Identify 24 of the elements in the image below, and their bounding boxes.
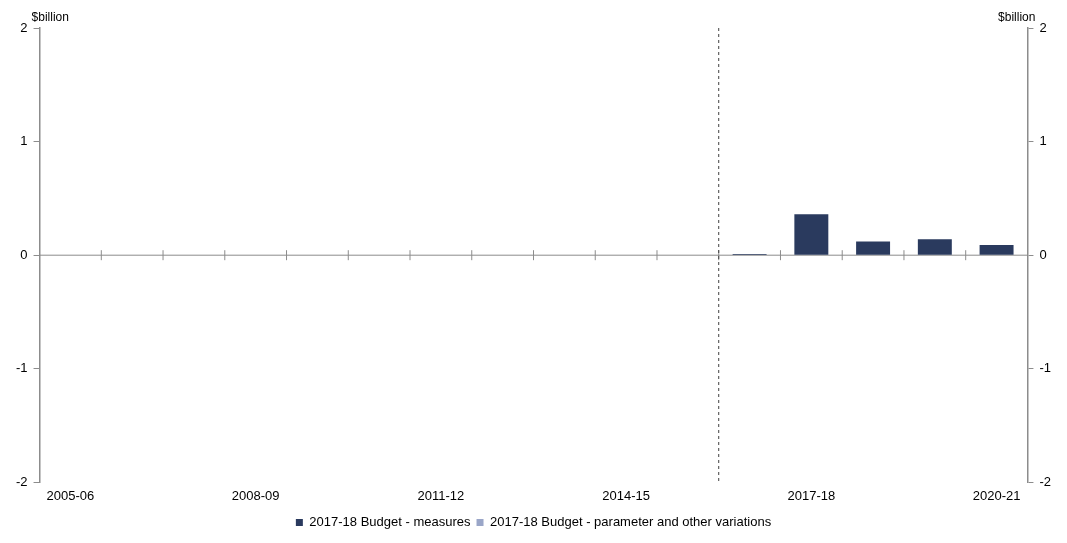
x-tick-label: 2014-15 bbox=[602, 487, 650, 503]
legend-label: 2017-18 Budget - measures bbox=[309, 514, 472, 530]
x-tick-label: 2005-06 bbox=[46, 487, 95, 503]
y-tick-label: 2 bbox=[20, 19, 28, 35]
bar bbox=[794, 214, 829, 255]
y2-tick-label: -1 bbox=[1039, 360, 1051, 376]
legend-label: 2017-18 Budget - parameter and other variations bbox=[490, 514, 772, 530]
x-tick-label: 2020-21 bbox=[972, 487, 1021, 503]
bar bbox=[917, 239, 952, 255]
y2-tick-label: 2 bbox=[1039, 19, 1047, 35]
bar bbox=[856, 241, 891, 255]
y-tick-label: -2 bbox=[16, 473, 28, 489]
y2-tick-label: 1 bbox=[1039, 133, 1047, 149]
y-tick-label: 0 bbox=[20, 246, 28, 262]
y-tick-label: -1 bbox=[16, 360, 28, 376]
y-tick-label: 1 bbox=[20, 133, 28, 149]
x-tick-label: 2011-12 bbox=[417, 487, 465, 503]
x-tick-label: 2008-09 bbox=[231, 487, 280, 503]
y2-tick-label: -2 bbox=[1039, 473, 1051, 489]
y-axis-title: $billion bbox=[31, 10, 69, 25]
x-tick-label: 2017-18 bbox=[787, 487, 836, 503]
y2-axis-title: $billion bbox=[998, 10, 1036, 25]
y2-tick-label: 0 bbox=[1039, 246, 1047, 262]
bar bbox=[979, 244, 1014, 255]
